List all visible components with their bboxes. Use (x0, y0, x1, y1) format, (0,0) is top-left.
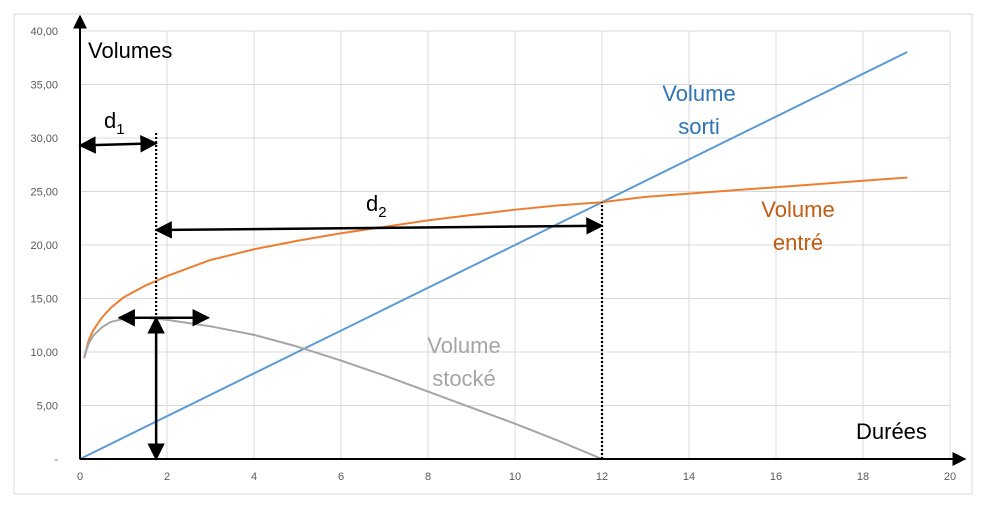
y-tick-label-4: 20,00 (30, 240, 58, 252)
annotation-d1-arrow (78, 135, 158, 154)
x-tick-label-10: 20 (944, 471, 956, 483)
x-tick-label-5: 10 (509, 471, 521, 483)
annotation-d2-label: d2 (366, 191, 387, 221)
y-tick-label-7: 35,00 (30, 80, 58, 92)
y-tick-label-1: 5,00 (37, 401, 58, 413)
x-tick-label-2: 4 (251, 471, 257, 483)
x-tick-label-3: 6 (338, 471, 344, 483)
y-tick-label-8: 40,00 (30, 26, 58, 38)
x-axis-title: Durées (856, 419, 927, 444)
annotation-d1-subscript: 1 (116, 121, 124, 138)
annotation-d1-main: d (104, 108, 116, 133)
x-tick-label-6: 12 (596, 471, 608, 483)
y-tick-label-2: 10,00 (30, 347, 58, 359)
series-line-volume-stocke (83, 316, 603, 460)
y-axis-title: Volumes (88, 38, 172, 63)
x-tick-label-1: 2 (164, 471, 170, 483)
x-tick-label-0: 0 (77, 471, 83, 483)
x-tick-label-8: 16 (770, 471, 782, 483)
x-tick-label-7: 14 (683, 471, 695, 483)
series-label-volume-entre-line1: Volume (761, 197, 834, 222)
axis-layer: - 5,00 10,00 15,00 20,00 25,00 30,00 35,00 40,00… (30, 14, 967, 483)
series-line-volume-sorti (79, 51, 908, 460)
annotation-d2-arrow (154, 217, 604, 239)
annotation-d2-subscript: 2 (378, 204, 386, 221)
annotation-layer (78, 132, 604, 461)
y-tick-label-6: 30,00 (30, 133, 58, 145)
y-tick-label-5: 25,00 (30, 187, 58, 199)
series-label-volume-stocke-line1: Volume (427, 333, 500, 358)
y-tick-label-3: 15,00 (30, 294, 58, 306)
annotation-d1-label: d1 (104, 108, 125, 138)
chart-border (13, 13, 973, 495)
x-tick-label-9: 18 (857, 471, 869, 483)
series-label-volume-stocke-line2: stocké (432, 366, 496, 391)
series-label-volume-sorti-line2: sorti (678, 114, 720, 139)
label-layer: Volumes Durées Volume sorti Volume entré… (88, 38, 927, 444)
y-tick-label-0: - (54, 454, 58, 466)
series-label-volume-sorti-line1: Volume (662, 81, 735, 106)
x-tick-label-4: 8 (425, 471, 431, 483)
annotation-d2-main: d (366, 191, 378, 216)
series-label-volume-entre-line2: entré (773, 230, 823, 255)
